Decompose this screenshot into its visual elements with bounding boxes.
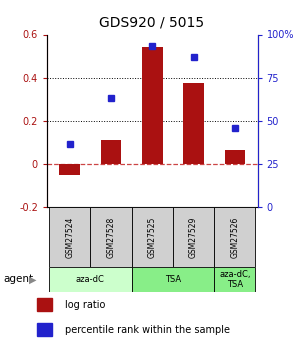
Text: aza-dC: aza-dC xyxy=(76,275,105,284)
Bar xyxy=(183,83,204,164)
Text: log ratio: log ratio xyxy=(65,299,105,309)
Text: GSM27525: GSM27525 xyxy=(148,217,157,258)
Bar xyxy=(49,267,132,292)
Text: GSM27526: GSM27526 xyxy=(230,217,239,258)
Text: ▶: ▶ xyxy=(29,275,36,284)
Text: GDS920 / 5015: GDS920 / 5015 xyxy=(99,16,204,30)
Bar xyxy=(49,207,90,267)
Text: TSA: TSA xyxy=(165,275,181,284)
Bar xyxy=(214,207,255,267)
Text: GSM27529: GSM27529 xyxy=(189,217,198,258)
Bar xyxy=(59,164,80,175)
Text: GSM27524: GSM27524 xyxy=(65,217,74,258)
Bar xyxy=(132,267,214,292)
Bar xyxy=(90,207,132,267)
Bar xyxy=(37,323,52,336)
Bar xyxy=(225,150,245,164)
Text: percentile rank within the sample: percentile rank within the sample xyxy=(65,325,230,335)
Bar xyxy=(142,47,163,164)
Text: agent: agent xyxy=(3,275,33,284)
Bar xyxy=(101,140,121,164)
Bar xyxy=(173,207,214,267)
Bar xyxy=(132,207,173,267)
Text: GSM27528: GSM27528 xyxy=(106,217,115,258)
Bar xyxy=(37,298,52,311)
Text: aza-dC,
TSA: aza-dC, TSA xyxy=(219,270,251,289)
Bar xyxy=(214,267,255,292)
